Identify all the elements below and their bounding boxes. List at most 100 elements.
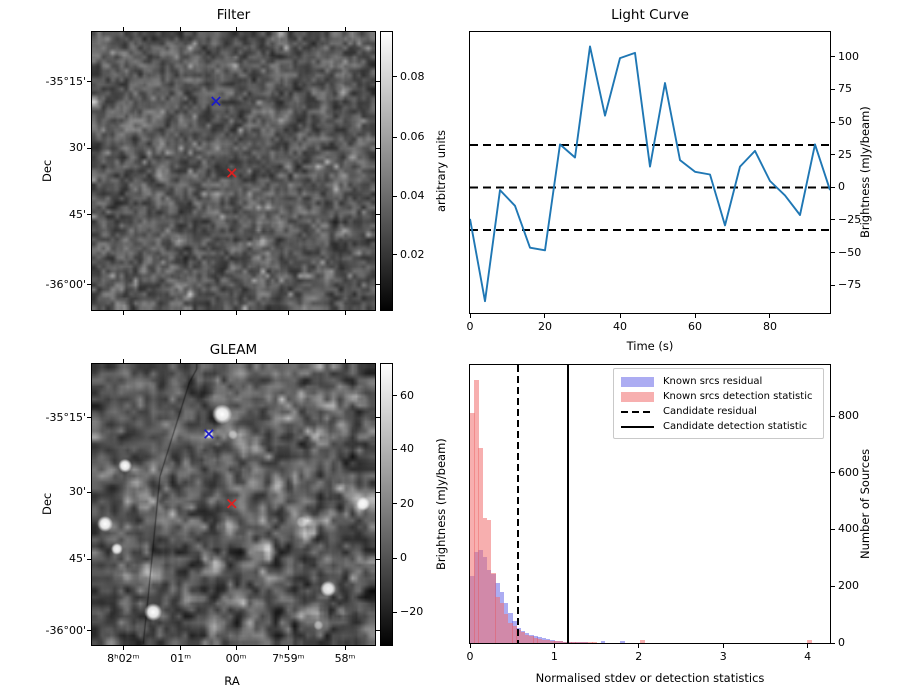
histogram-plot xyxy=(470,365,830,643)
legend-row: Known srcs residual xyxy=(621,374,816,389)
gleam-markers-overlay xyxy=(204,429,237,509)
tick-mark xyxy=(87,214,91,216)
tick-mark xyxy=(180,646,182,650)
histogram-bar-outlier xyxy=(620,641,625,643)
tick-mark xyxy=(619,314,621,318)
tick-mark xyxy=(376,284,380,286)
tick-mark xyxy=(344,646,346,650)
tick-mark xyxy=(376,147,380,149)
tick-label: −75 xyxy=(838,278,862,291)
tick-label: 800 xyxy=(838,409,859,422)
histogram-bar-detection xyxy=(520,632,526,643)
gleam-colorbar xyxy=(380,363,393,646)
tick-mark xyxy=(87,558,91,560)
histogram-bar-detection xyxy=(592,642,597,643)
histogram-bar-detection xyxy=(537,638,543,643)
histogram-x-axis-label: Normalised stdev or detection statistics xyxy=(535,671,765,685)
tick-mark xyxy=(122,27,124,31)
histogram-bar-detection xyxy=(571,641,576,643)
tick-mark xyxy=(87,630,91,632)
tick-mark xyxy=(393,195,397,197)
tick-label: 7ʰ59ᵐ xyxy=(272,652,305,665)
tick-mark xyxy=(344,359,346,363)
tick-label: 0.08 xyxy=(400,69,425,83)
legend-row: Known srcs detection statistic xyxy=(621,389,816,404)
tick-mark xyxy=(287,359,289,363)
tick-label: 1 xyxy=(550,650,558,663)
light-curve-plot xyxy=(470,45,830,303)
legend-solid-line-sample xyxy=(621,425,654,428)
tick-mark xyxy=(235,27,237,31)
tick-label: 00ᵐ xyxy=(225,652,247,665)
histogram-bar-detection xyxy=(486,520,492,643)
tick-label: 8ʰ02ᵐ xyxy=(107,652,140,665)
tick-mark xyxy=(831,219,835,221)
tick-label: -36°00' xyxy=(45,623,87,637)
histogram-legend: Known srcs residual Known srcs detection… xyxy=(613,368,824,439)
tick-mark xyxy=(831,415,835,417)
filter-panel-title: Filter xyxy=(216,7,251,23)
tick-label: -35°15' xyxy=(45,74,87,88)
tick-label: 30' xyxy=(68,141,86,155)
histogram-bar-detection xyxy=(541,639,547,643)
tick-label: 75 xyxy=(838,82,852,96)
tick-label: 0 xyxy=(466,320,474,333)
tick-label: 20 xyxy=(537,320,552,333)
tick-mark xyxy=(831,284,835,286)
number-of-sources-axis-label: Number of Sources xyxy=(858,448,872,560)
tick-mark xyxy=(831,585,835,587)
histogram-bar-detection xyxy=(499,603,505,643)
tick-mark xyxy=(831,121,835,123)
marker-red-cross xyxy=(227,498,237,509)
tick-mark xyxy=(694,314,696,318)
tick-mark xyxy=(393,557,397,559)
tick-mark xyxy=(393,254,397,256)
tick-mark xyxy=(638,644,640,648)
tick-mark xyxy=(722,644,724,648)
histogram-bar-detection xyxy=(474,380,479,643)
tick-label: 58ᵐ xyxy=(334,652,356,665)
filter-markers-overlay xyxy=(211,96,237,178)
tick-mark xyxy=(469,314,471,318)
histogram-bar-detection xyxy=(558,641,564,643)
tick-mark xyxy=(287,27,289,31)
histogram-bar-outlier xyxy=(807,640,812,643)
tick-mark xyxy=(831,528,835,530)
tick-mark xyxy=(180,359,182,363)
tick-mark xyxy=(831,88,835,90)
tick-mark xyxy=(393,395,397,397)
light-curve-line xyxy=(470,45,830,303)
tick-label: 60 xyxy=(400,388,414,402)
tick-mark xyxy=(376,417,380,419)
tick-mark xyxy=(376,214,380,216)
tick-mark xyxy=(122,311,124,315)
histogram-bar-detection xyxy=(575,642,580,643)
histogram-bar-detection xyxy=(507,622,513,643)
tick-label: 45' xyxy=(68,207,86,221)
tick-label: −50 xyxy=(838,245,862,259)
tick-mark xyxy=(376,491,380,493)
histogram-bar-detection xyxy=(529,636,534,643)
light-curve-panel-title: Light Curve xyxy=(611,7,689,23)
tick-mark xyxy=(87,81,91,83)
tick-label: 40 xyxy=(613,320,627,333)
tick-label: 40 xyxy=(400,442,414,456)
candidate-residual-line xyxy=(517,365,520,643)
tick-label: −20 xyxy=(400,605,424,619)
gleam-colorbar-label: Brightness (mJy/beam) xyxy=(434,438,448,570)
tick-label: 0 xyxy=(466,650,474,663)
histogram-bar-detection xyxy=(545,640,551,643)
tick-mark xyxy=(344,311,346,315)
tick-mark xyxy=(831,642,835,644)
histogram-bar-outlier xyxy=(640,640,645,643)
tick-mark xyxy=(393,611,397,613)
tick-label: −25 xyxy=(838,212,862,226)
tick-mark xyxy=(376,558,380,560)
histogram-bar-detection xyxy=(579,642,585,643)
marker-blue-cross xyxy=(211,96,221,107)
legend-swatch-pink xyxy=(621,391,654,402)
histogram-bar-detection xyxy=(562,641,568,643)
tick-label: 0.04 xyxy=(400,189,425,203)
tick-mark xyxy=(469,644,471,648)
